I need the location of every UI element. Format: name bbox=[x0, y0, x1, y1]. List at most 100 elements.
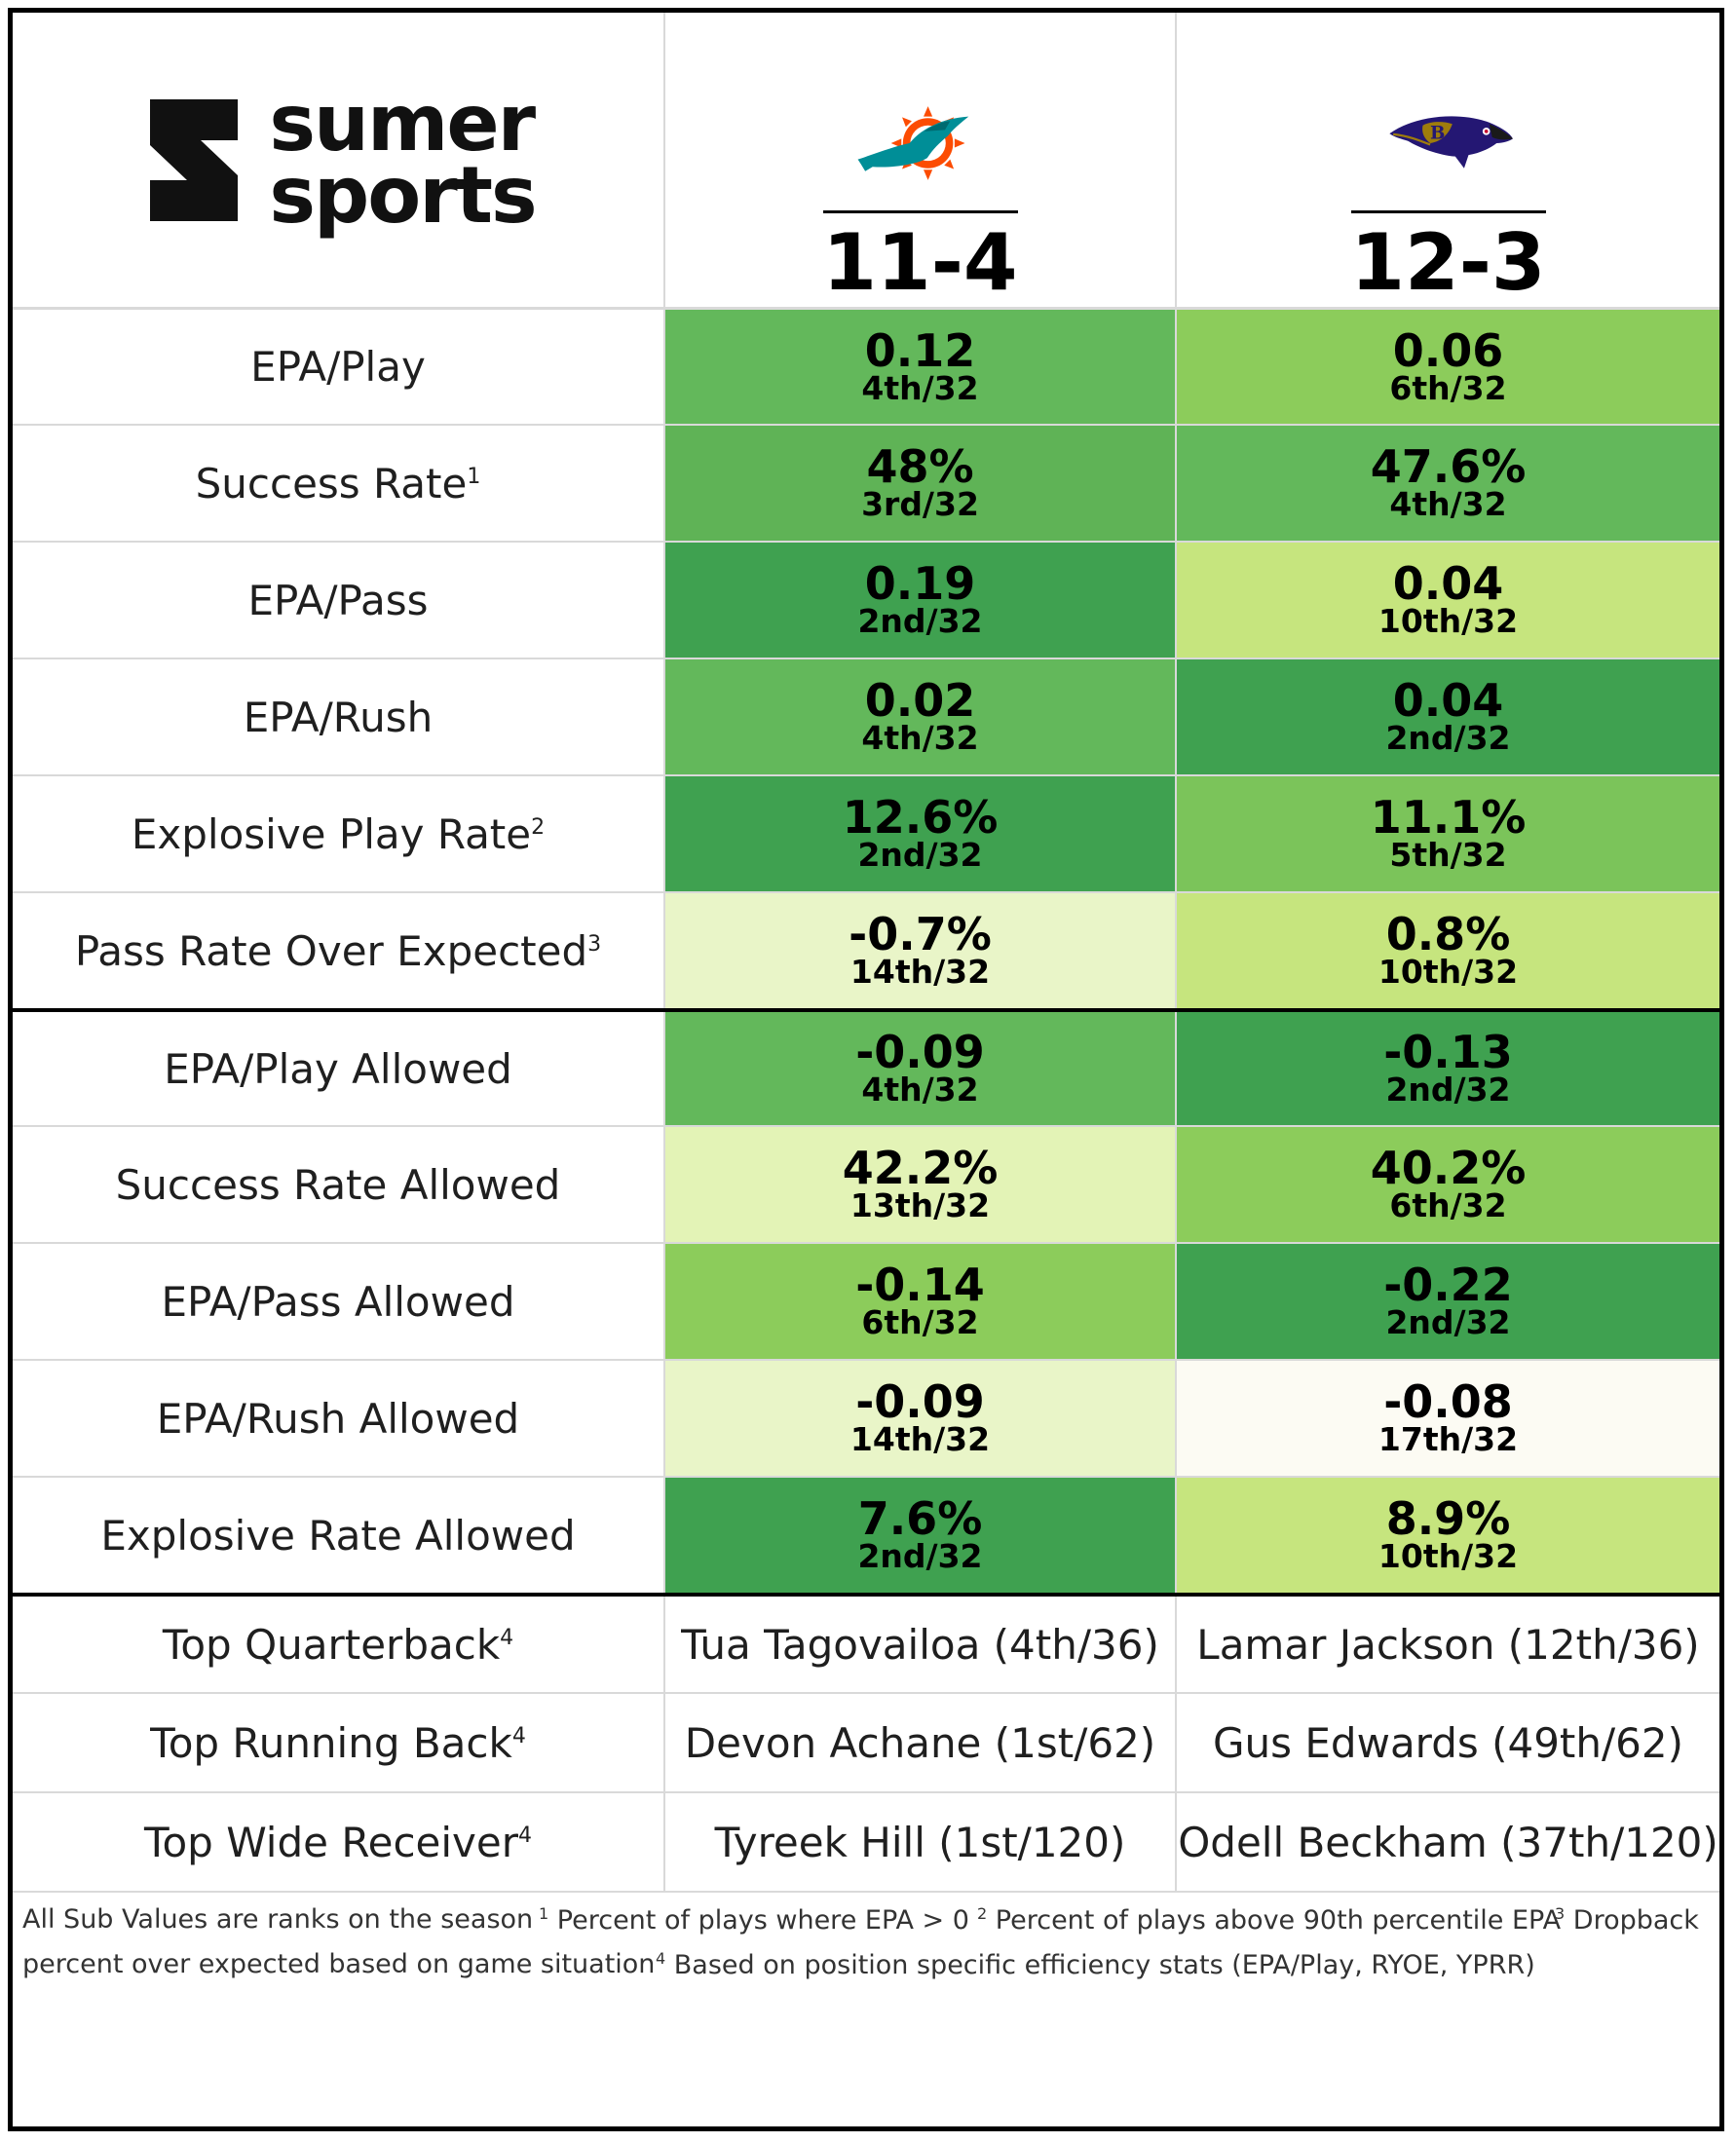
team-1-metric-cell: 0.12 4th/32 bbox=[665, 310, 1177, 424]
team-2-header: B 12-3 bbox=[1177, 13, 1719, 307]
metric-rank: 2nd/32 bbox=[857, 602, 983, 640]
footnote-1-text: Percent of plays where EPA > 0 bbox=[556, 1905, 969, 1936]
row-label-text: EPA/Rush Allowed bbox=[156, 1394, 520, 1443]
team-2-metric-cell: -0.08 17th/32 bbox=[1177, 1361, 1719, 1476]
metric-value: -0.08 bbox=[1383, 1375, 1513, 1428]
footnote-3: 3 Dropback bbox=[1555, 1904, 1699, 1936]
sumer-mark-icon bbox=[150, 98, 239, 221]
row-label: EPA/Play Allowed bbox=[164, 1045, 512, 1093]
metric-value: 47.6% bbox=[1370, 440, 1527, 493]
brand-cell: sumer sports bbox=[13, 13, 665, 307]
metric-value: -0.14 bbox=[855, 1259, 985, 1311]
metric-row: Success Rate1 48% 3rd/32 47.6% 4th/32 bbox=[13, 424, 1719, 541]
team-1-player-cell: Devon Achane (1st/62) bbox=[665, 1694, 1177, 1791]
footnote-marker: 1 bbox=[467, 464, 481, 489]
row-label-cell: Top Running Back4 bbox=[13, 1694, 665, 1791]
metric-rank: 17th/32 bbox=[1377, 1420, 1519, 1458]
team-1-metric-cell: 42.2% 13th/32 bbox=[665, 1127, 1177, 1242]
metric-rank: 10th/32 bbox=[1377, 602, 1519, 640]
footnote-3-text: Dropback bbox=[1572, 1905, 1699, 1936]
row-label: Top Wide Receiver4 bbox=[144, 1819, 532, 1866]
team-1-metric-cell: 0.19 2nd/32 bbox=[665, 543, 1177, 658]
row-label-text: Success Rate bbox=[195, 459, 468, 508]
metric-rank: 13th/32 bbox=[849, 1186, 991, 1224]
player-row: Top Wide Receiver4 Tyreek Hill (1st/120) O… bbox=[13, 1791, 1719, 1891]
row-label: EPA/Pass bbox=[247, 577, 428, 624]
team-2-metric-cell: -0.22 2nd/32 bbox=[1177, 1244, 1719, 1359]
metric-rank: 10th/32 bbox=[1377, 1537, 1519, 1575]
metric-value: 40.2% bbox=[1370, 1142, 1527, 1194]
metric-row: EPA/Play 0.12 4th/32 0.06 6th/32 bbox=[13, 307, 1719, 424]
row-label-text: Top Running Back bbox=[150, 1718, 512, 1767]
footnote-marker: 2 bbox=[531, 814, 546, 840]
player-row: Top Running Back4 Devon Achane (1st/62) Gu… bbox=[13, 1692, 1719, 1791]
svg-text:B: B bbox=[1430, 123, 1445, 143]
sumer-sports-logo: sumer sports bbox=[140, 78, 538, 241]
row-label-text: EPA/Rush bbox=[243, 693, 434, 741]
row-label-text: Explosive Play Rate bbox=[131, 809, 532, 858]
row-label-text: EPA/Play Allowed bbox=[164, 1044, 512, 1093]
metric-row: Explosive Play Rate2 12.6% 2nd/32 11.1% 5th/… bbox=[13, 774, 1719, 891]
player-name: Tua Tagovailoa (4th/36) bbox=[681, 1620, 1159, 1669]
team-1-header: 11-4 bbox=[665, 13, 1177, 307]
row-label: EPA/Rush Allowed bbox=[157, 1395, 519, 1443]
row-label: EPA/Pass Allowed bbox=[162, 1278, 515, 1326]
metric-row: EPA/Rush Allowed -0.09 14th/32 -0.08 17th/32 bbox=[13, 1359, 1719, 1476]
footnote-marker: 4 bbox=[511, 1723, 526, 1748]
metric-value: 42.2% bbox=[842, 1142, 999, 1194]
record-divider bbox=[822, 209, 1018, 213]
team-1-metric-cell: -0.09 14th/32 bbox=[665, 1361, 1177, 1476]
metric-row: EPA/Rush 0.02 4th/32 0.04 2nd/32 bbox=[13, 658, 1719, 774]
footnote-4-text: Based on position specific efficiency st… bbox=[673, 1950, 1535, 1980]
metric-rank: 2nd/32 bbox=[1385, 1303, 1511, 1341]
row-label-text: Top Quarterback bbox=[162, 1620, 501, 1669]
metric-value: 0.8% bbox=[1385, 908, 1511, 960]
row-label: EPA/Play bbox=[250, 343, 426, 391]
row-label-cell: Pass Rate Over Expected3 bbox=[13, 893, 665, 1008]
team-2-player-cell: Odell Beckham (37th/120) bbox=[1177, 1793, 1719, 1891]
row-label-cell: EPA/Play Allowed bbox=[13, 1012, 665, 1125]
metric-rank: 6th/32 bbox=[1389, 368, 1507, 407]
player-name: Devon Achane (1st/62) bbox=[684, 1718, 1156, 1767]
brand-line-2: sports bbox=[269, 150, 537, 241]
row-label-cell: Explosive Play Rate2 bbox=[13, 776, 665, 891]
team-2-metric-cell: 8.9% 10th/32 bbox=[1177, 1478, 1719, 1593]
team-1-metric-cell: 12.6% 2nd/32 bbox=[665, 776, 1177, 891]
row-label-text: Pass Rate Over Expected bbox=[74, 926, 588, 975]
team-1-metric-cell: -0.09 4th/32 bbox=[665, 1012, 1177, 1125]
row-label-cell: Top Wide Receiver4 bbox=[13, 1793, 665, 1891]
team-1-metric-cell: 0.02 4th/32 bbox=[665, 659, 1177, 774]
player-name: Odell Beckham (37th/120) bbox=[1178, 1818, 1718, 1866]
metric-rank: 5th/32 bbox=[1389, 836, 1507, 874]
metric-rank: 2nd/32 bbox=[1385, 1071, 1511, 1109]
comparison-card: sumer sports bbox=[8, 8, 1724, 2131]
metric-value: 0.04 bbox=[1392, 557, 1504, 610]
brand-line-1: sumer bbox=[269, 78, 536, 169]
team-1-metric-cell: 7.6% 2nd/32 bbox=[665, 1478, 1177, 1593]
metric-row: EPA/Pass 0.19 2nd/32 0.04 10th/32 bbox=[13, 541, 1719, 658]
metric-row: EPA/Play Allowed -0.09 4th/32 -0.13 2nd/32 bbox=[13, 1008, 1719, 1125]
metric-value: -0.13 bbox=[1383, 1026, 1513, 1078]
metric-rank: 14th/32 bbox=[849, 953, 991, 991]
row-label-cell: Top Quarterback4 bbox=[13, 1597, 665, 1692]
metric-rank: 10th/32 bbox=[1377, 953, 1519, 991]
team-1-metric-cell: -0.14 6th/32 bbox=[665, 1244, 1177, 1359]
row-label-cell: Success Rate1 bbox=[13, 426, 665, 541]
row-label-cell: Success Rate Allowed bbox=[13, 1127, 665, 1242]
team-2-metric-cell: 40.2% 6th/32 bbox=[1177, 1127, 1719, 1242]
footnote-3-mark: 3 bbox=[1555, 1904, 1566, 1923]
row-label-cell: EPA/Rush bbox=[13, 659, 665, 774]
metric-rank: 6th/32 bbox=[861, 1303, 979, 1341]
metric-rank: 14th/32 bbox=[849, 1420, 991, 1458]
metric-value: 0.04 bbox=[1392, 674, 1504, 727]
metric-rank: 6th/32 bbox=[1389, 1186, 1507, 1224]
metric-rank: 2nd/32 bbox=[857, 836, 983, 874]
metric-value: 0.12 bbox=[864, 323, 976, 377]
team-1-player-cell: Tyreek Hill (1st/120) bbox=[665, 1793, 1177, 1891]
metric-row: EPA/Pass Allowed -0.14 6th/32 -0.22 2nd/32 bbox=[13, 1242, 1719, 1359]
metric-value: 7.6% bbox=[857, 1492, 983, 1545]
footnotes: All Sub Values are ranks on the season 1… bbox=[13, 1891, 1719, 2000]
row-label: Explosive Rate Allowed bbox=[100, 1512, 575, 1560]
metric-row: Pass Rate Over Expected3 -0.7% 14th/32 0.8%… bbox=[13, 891, 1719, 1008]
team-2-metric-cell: 11.1% 5th/32 bbox=[1177, 776, 1719, 891]
